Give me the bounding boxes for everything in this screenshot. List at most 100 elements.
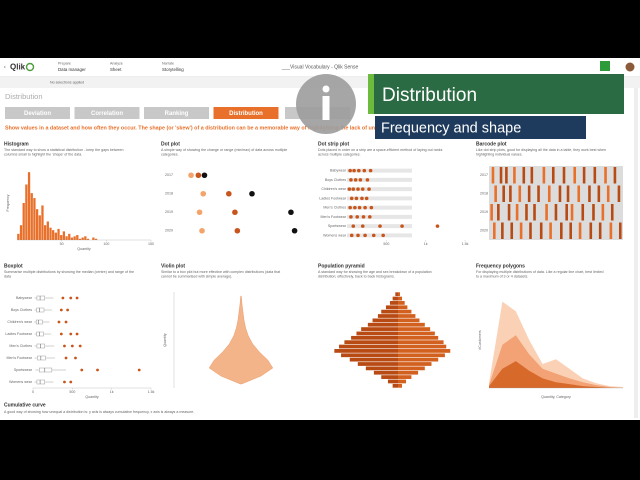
bar (62, 231, 66, 240)
dot (363, 233, 367, 238)
barcode-line (609, 222, 613, 239)
panel-description: A simple way of showing the change or ra… (161, 148, 287, 152)
category-label: 2017 (480, 173, 488, 177)
bar-left (351, 335, 398, 340)
x-axis-label: Quantity (85, 395, 99, 399)
bar (52, 230, 55, 240)
logo: Qlik (10, 63, 26, 72)
dot (348, 168, 352, 173)
tab-label[interactable]: Distribution (229, 111, 263, 117)
panel-title: Population pyramid (318, 263, 365, 269)
bar-right (398, 335, 439, 340)
dot (288, 209, 294, 216)
x-axis-label: Quantity (77, 247, 91, 251)
panel-description: The standard way to show a statistical d… (4, 148, 123, 152)
dot (381, 233, 385, 238)
bar (65, 236, 68, 240)
bar-left (367, 322, 398, 327)
tab-label[interactable]: Deviation (24, 111, 51, 117)
subtitle-box (375, 116, 586, 139)
dot (367, 187, 371, 191)
dot (364, 196, 369, 201)
dot (361, 215, 366, 219)
category-label: Sportswear (328, 224, 347, 228)
panel-description: A good way of showing how unequal a dist… (4, 410, 194, 414)
bar (84, 236, 87, 240)
x-tick-label: 1k (110, 390, 114, 394)
panel-description: categories. (161, 152, 179, 156)
dot (358, 178, 363, 182)
barcode-line (569, 222, 572, 239)
bar-right (398, 383, 403, 388)
category-label: 2018 (165, 192, 173, 196)
outlier (69, 380, 73, 384)
tab[interactable] (5, 107, 70, 119)
category-label: Sportswear (14, 368, 33, 372)
tab[interactable] (74, 107, 140, 119)
bar-right (398, 353, 445, 358)
tab-label[interactable]: Correlation (91, 111, 123, 117)
bar (17, 233, 20, 240)
bar (92, 237, 95, 240)
info-bar (322, 96, 330, 120)
nav-value[interactable]: Sheet (110, 67, 122, 72)
barcode-line (581, 204, 585, 221)
dot (369, 205, 374, 210)
bar (68, 233, 71, 240)
box (36, 343, 46, 349)
outlier (80, 368, 84, 372)
bar (35, 209, 39, 240)
outlier (137, 368, 141, 372)
bar-right (398, 370, 419, 375)
barcode-line (499, 167, 503, 184)
dot (353, 205, 357, 210)
overlay-title: Distribution (382, 85, 477, 106)
panel-title: Barcode plot (476, 141, 507, 147)
x-tick-label: 1.5k (462, 242, 469, 246)
dot (356, 233, 360, 238)
bar-left (389, 301, 398, 305)
category-label: 2017 (165, 173, 173, 177)
nav-value[interactable]: Storytelling (162, 67, 184, 72)
info-dot (322, 85, 330, 93)
menu-icon[interactable]: ‹ (4, 64, 6, 70)
dot (357, 168, 361, 173)
outlier (69, 296, 73, 300)
box (36, 295, 46, 301)
bar-right (398, 357, 439, 362)
tab[interactable] (213, 107, 279, 119)
avatar[interactable] (625, 62, 635, 72)
dot (232, 209, 238, 216)
category-label: Men's Footwear (321, 215, 347, 219)
barcode-line (533, 204, 536, 221)
bar-left (381, 309, 398, 314)
bar-right (398, 322, 425, 327)
barcode-line (502, 185, 505, 202)
range-band (347, 187, 412, 192)
box (39, 367, 53, 373)
outlier (57, 320, 61, 324)
publish-icon[interactable] (600, 61, 610, 71)
bar-left (372, 318, 398, 323)
dot (353, 178, 358, 182)
barcode-line (558, 185, 562, 202)
scrollbar[interactable] (634, 88, 638, 418)
barcode-line (539, 222, 543, 239)
tab-label[interactable]: Ranking (165, 111, 189, 117)
outlier (75, 332, 79, 336)
box (35, 319, 43, 325)
panel-description: Dots placed in order on a strip are a sp… (318, 148, 443, 152)
x-tick-label: 1k (424, 242, 428, 246)
nav-value[interactable]: Data manager (58, 67, 86, 72)
dot (378, 224, 382, 228)
bar-left (356, 331, 398, 336)
tab[interactable] (144, 107, 209, 119)
category-label: Children's wear (7, 320, 32, 324)
barcode-line (493, 222, 496, 239)
panel-title: Violin plot (161, 263, 185, 269)
y-axis-label: Quantity (163, 333, 167, 347)
box (36, 331, 44, 337)
panel-title: Boxplot (4, 263, 23, 269)
